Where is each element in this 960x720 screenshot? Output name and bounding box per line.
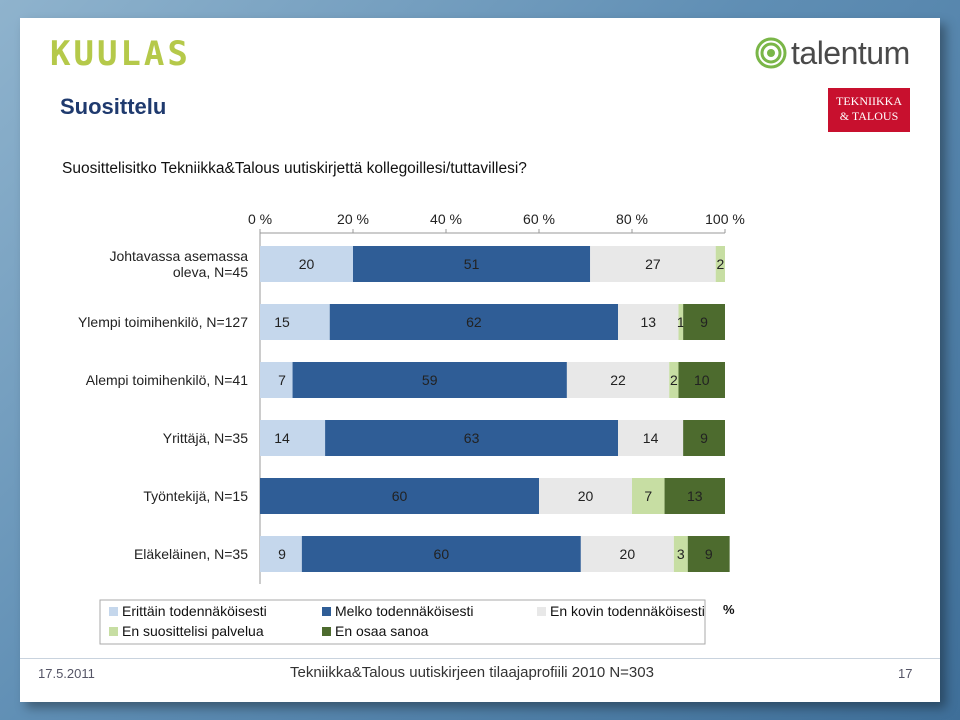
data-label: 14 xyxy=(274,430,290,446)
data-label: 20 xyxy=(578,488,594,504)
bar-segment xyxy=(353,246,591,282)
x-tick-label: 0 % xyxy=(248,211,272,227)
kuulas-logo: KUULAS xyxy=(50,34,191,74)
x-tick-label: 40 % xyxy=(430,211,462,227)
bar-segment xyxy=(618,304,679,340)
bar-segment xyxy=(590,246,716,282)
bar-segment xyxy=(292,362,567,398)
bar-segment xyxy=(260,362,293,398)
bar-segment xyxy=(715,246,725,282)
bar-segment xyxy=(683,420,725,456)
legend-swatch xyxy=(109,627,118,636)
bar-segment xyxy=(632,478,665,514)
footer-divider xyxy=(20,658,940,659)
data-label: 13 xyxy=(687,488,703,504)
bar-segment xyxy=(669,362,679,398)
tekniikka-talous-logo: TEKNIIKKA & TALOUS xyxy=(828,88,910,132)
bar-segment xyxy=(329,304,619,340)
legend-label: En kovin todennäköisesti xyxy=(550,603,705,619)
bar-segment xyxy=(618,420,684,456)
tekniikka-talous-logo-line2: & TALOUS xyxy=(839,109,899,123)
category-label: Työntekijä, N=15 xyxy=(143,488,248,504)
talentum-swirl-icon xyxy=(755,37,787,69)
page-number: 17 xyxy=(898,666,913,681)
category-label: oleva, N=45 xyxy=(173,264,248,280)
survey-question: Suosittelisitko Tekniikka&Talous uutiski… xyxy=(62,160,527,177)
legend-label: Erittäin todennäköisesti xyxy=(122,603,267,619)
legend-swatch xyxy=(322,607,331,616)
data-label: 14 xyxy=(643,430,659,446)
talentum-logo-text: talentum xyxy=(791,34,910,71)
data-label: 60 xyxy=(392,488,408,504)
bar-segment xyxy=(325,420,619,456)
legend-swatch xyxy=(322,627,331,636)
bar-segment xyxy=(260,420,326,456)
bar-segment xyxy=(260,536,302,572)
data-label: 9 xyxy=(705,546,713,562)
bar-segment xyxy=(687,536,730,572)
talentum-logo: talentum xyxy=(755,34,910,71)
bar-segment xyxy=(664,478,725,514)
bar-segment xyxy=(683,304,725,340)
data-label: 63 xyxy=(464,430,480,446)
legend-swatch xyxy=(109,607,118,616)
data-label: 9 xyxy=(700,430,708,446)
legend-box xyxy=(99,599,706,645)
data-label: 20 xyxy=(299,256,315,272)
category-label: Eläkeläinen, N=35 xyxy=(134,546,248,562)
data-label: 9 xyxy=(278,546,286,562)
data-label: 51 xyxy=(464,256,480,272)
data-label: 60 xyxy=(434,546,450,562)
data-label: 27 xyxy=(645,256,661,272)
category-label: Yrittäjä, N=35 xyxy=(163,430,248,446)
data-label: 9 xyxy=(700,314,708,330)
bar-segment xyxy=(566,362,670,398)
data-label: 3 xyxy=(677,546,685,562)
bar-segment xyxy=(301,536,581,572)
data-label: 13 xyxy=(640,314,656,330)
legend-swatch xyxy=(537,607,546,616)
data-label: 2 xyxy=(670,372,678,388)
unit-label: % xyxy=(723,602,735,617)
bar-segment xyxy=(580,536,674,572)
footer-date: 17.5.2011 xyxy=(38,666,95,681)
tekniikka-talous-logo-line1: TEKNIIKKA xyxy=(836,94,902,108)
x-tick-label: 60 % xyxy=(523,211,555,227)
data-label: 7 xyxy=(278,372,286,388)
bar-segment xyxy=(539,478,632,514)
data-label: 62 xyxy=(466,314,482,330)
category-label: Johtavassa asemassa xyxy=(109,248,248,264)
data-label: 15 xyxy=(274,314,290,330)
slide: KUULAS talentum TEKNIIKKA & TALOUS Suosi… xyxy=(20,18,940,702)
data-label: 1 xyxy=(677,314,685,330)
data-label: 22 xyxy=(610,372,626,388)
bar-segment xyxy=(673,536,688,572)
x-tick-label: 80 % xyxy=(616,211,648,227)
bar-segment xyxy=(260,246,353,282)
data-label: 20 xyxy=(620,546,636,562)
footer-source: Tekniikka&Talous uutiskirjeen tilaajapro… xyxy=(290,664,654,681)
bar-segment xyxy=(678,362,725,398)
data-label: 7 xyxy=(644,488,652,504)
legend-label: Melko todennäköisesti xyxy=(335,603,474,619)
data-label: 10 xyxy=(694,372,710,388)
stacked-bar-chart: 0 % 20 % 40 % 60 % 80 % 100 % Johtavassa asema… xyxy=(78,211,745,645)
category-label: Ylempi toimihenkilö, N=127 xyxy=(78,314,248,330)
category-label: Alempi toimihenkilö, N=41 xyxy=(86,372,248,388)
legend-label: En osaa sanoa xyxy=(335,623,429,639)
data-label: 2 xyxy=(716,256,724,272)
x-tick-label: 100 % xyxy=(705,211,745,227)
legend-label: En suosittelisi palvelua xyxy=(122,623,264,639)
bar-segment xyxy=(260,478,539,514)
x-tick-label: 20 % xyxy=(337,211,369,227)
slide-title: Suosittelu xyxy=(60,94,167,119)
bar-segment xyxy=(260,304,330,340)
bar-segment xyxy=(678,304,684,340)
data-label: 59 xyxy=(422,372,438,388)
